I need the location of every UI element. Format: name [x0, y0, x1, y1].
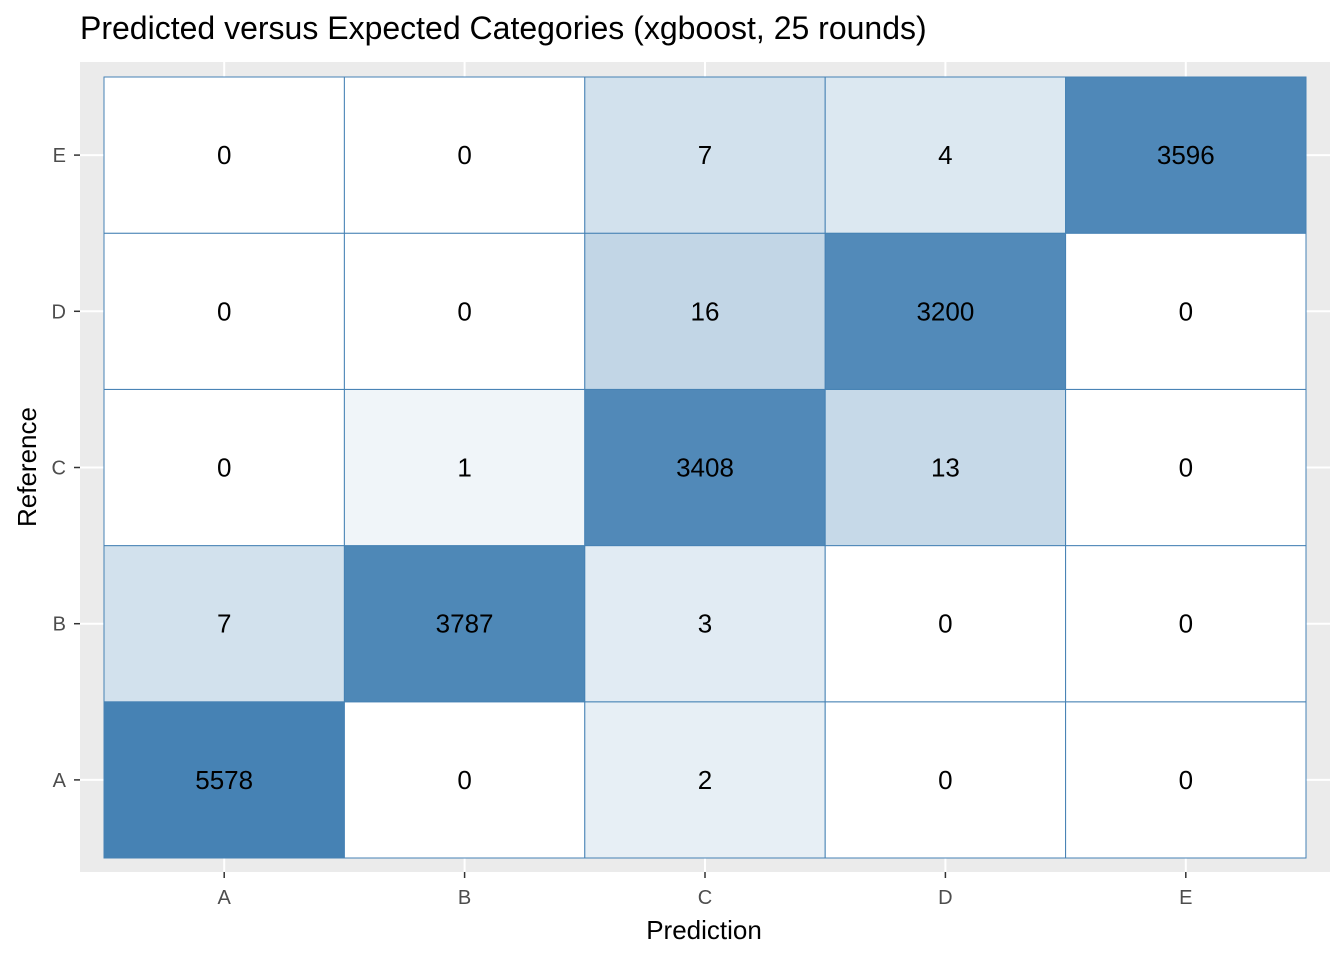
cell-ref-E-pred-E: [1065, 76, 1307, 234]
cell-ref-C-pred-B: [343, 388, 586, 547]
cell-value-ref-B-pred-E: 0: [1179, 609, 1193, 639]
cell-ref-C-pred-D: [824, 388, 1067, 547]
cell-ref-E-pred-A: [103, 76, 345, 234]
cell-ref-D-pred-B: [343, 232, 586, 390]
axes: A B C D E A B C D E: [52, 145, 1193, 909]
cell-value-ref-B-pred-A: 7: [217, 609, 231, 639]
cell-ref-A-pred-C: [584, 701, 826, 859]
cell-value-ref-E-pred-E: 3596: [1157, 140, 1215, 170]
cell-ref-B-pred-B: [343, 545, 586, 703]
cell-ref-B-pred-A: [103, 545, 345, 703]
cell-value-ref-C-pred-A: 0: [217, 453, 231, 483]
x-tick-label-B: B: [458, 887, 471, 909]
x-tick-label-D: D: [938, 887, 952, 909]
cell-ref-C-pred-E: [1065, 388, 1307, 547]
cell-value-ref-D-pred-A: 0: [217, 296, 231, 326]
y-axis-title: Reference: [12, 407, 42, 527]
cell-ref-E-pred-C: [584, 76, 826, 234]
y-tick-label-A: A: [53, 770, 67, 792]
cell-ref-A-pred-A: [103, 701, 345, 859]
cell-ref-A-pred-D: [824, 701, 1067, 859]
cell-value-ref-C-pred-B: 1: [457, 453, 471, 483]
cell-value-ref-D-pred-E: 0: [1179, 296, 1193, 326]
cell-ref-B-pred-D: [824, 545, 1067, 703]
x-tick-label-C: C: [698, 887, 712, 909]
cell-value-ref-D-pred-C: 16: [691, 296, 720, 326]
cell-value-ref-B-pred-D: 0: [938, 609, 952, 639]
cell-ref-C-pred-C: [584, 388, 826, 547]
cell-ref-B-pred-C: [584, 545, 826, 703]
cell-value-ref-C-pred-C: 3408: [676, 453, 734, 483]
cell-value-ref-E-pred-A: 0: [217, 140, 231, 170]
cell-value-ref-A-pred-A: 5578: [195, 765, 253, 795]
cell-ref-A-pred-E: [1065, 701, 1307, 859]
cell-value-ref-B-pred-C: 3: [698, 609, 712, 639]
cell-value-ref-E-pred-D: 4: [938, 140, 952, 170]
x-axis-title: Prediction: [646, 915, 762, 945]
cell-value-ref-A-pred-E: 0: [1179, 765, 1193, 795]
cell-value-ref-C-pred-D: 13: [931, 453, 960, 483]
heatmap-cells: [103, 76, 1307, 859]
cell-value-ref-A-pred-C: 2: [698, 765, 712, 795]
cell-ref-A-pred-B: [343, 701, 586, 859]
cell-ref-E-pred-B: [343, 76, 586, 234]
x-tick-label-E: E: [1179, 887, 1192, 909]
cell-ref-D-pred-D: [824, 232, 1067, 390]
y-tick-label-D: D: [52, 301, 66, 323]
cell-value-ref-E-pred-C: 7: [698, 140, 712, 170]
y-tick-label-B: B: [53, 614, 66, 636]
y-tick-label-C: C: [52, 458, 66, 480]
cell-value-ref-D-pred-D: 3200: [916, 296, 974, 326]
x-tick-label-A: A: [218, 887, 232, 909]
cell-value-ref-A-pred-D: 0: [938, 765, 952, 795]
cell-value-labels: 5578 0 2 0 0 7 3787 3 0 0 0 1 3408 13 0 0 0 16 3200 0 0 0 7 4 35…: [195, 140, 1214, 795]
cell-value-ref-D-pred-B: 0: [457, 296, 471, 326]
cell-ref-D-pred-A: [103, 232, 345, 390]
cell-value-ref-A-pred-B: 0: [457, 765, 471, 795]
cell-value-ref-E-pred-B: 0: [457, 140, 471, 170]
cell-ref-C-pred-A: [103, 388, 345, 547]
cell-value-ref-C-pred-E: 0: [1179, 453, 1193, 483]
cell-ref-D-pred-E: [1065, 232, 1307, 390]
chart-title: Predicted versus Expected Categories (xg…: [80, 10, 927, 46]
cell-ref-B-pred-E: [1065, 545, 1307, 703]
cell-value-ref-B-pred-B: 3787: [436, 609, 494, 639]
y-tick-label-E: E: [53, 145, 66, 167]
cell-ref-D-pred-C: [584, 232, 826, 390]
